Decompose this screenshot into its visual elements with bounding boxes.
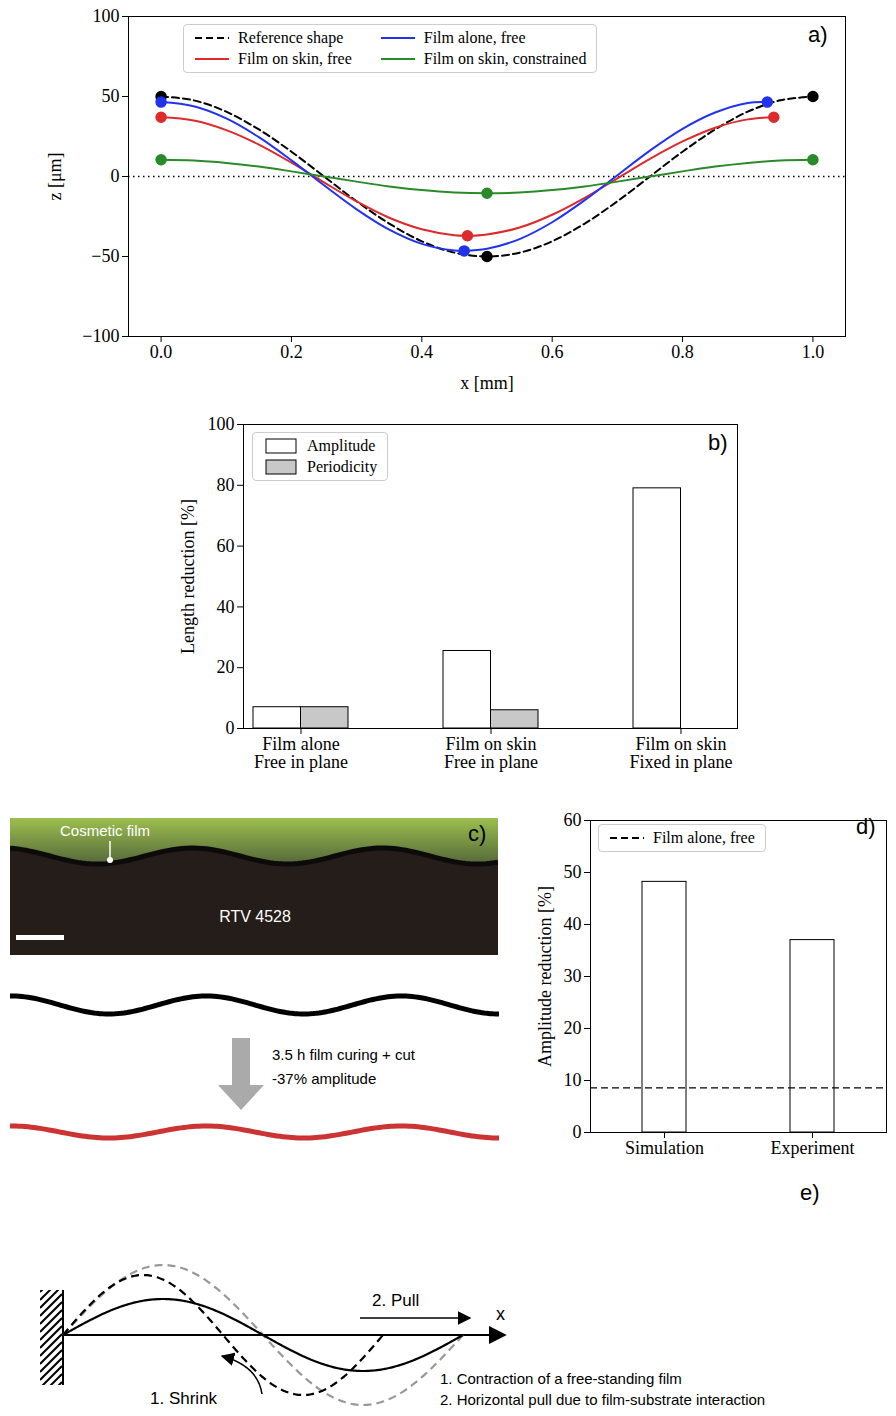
svg-text:1.0: 1.0 [802,342,825,362]
svg-text:0: 0 [111,166,120,186]
svg-text:0: 0 [226,718,235,738]
svg-text:0.4: 0.4 [411,342,434,362]
svg-text:40: 40 [564,914,582,934]
svg-text:x [mm]: x [mm] [460,373,514,393]
svg-text:40: 40 [217,597,235,617]
svg-text:Film on skinFixed in plane: Film on skinFixed in plane [630,734,733,772]
html-text:d): d) [856,814,876,839]
svg-text:2. Horizontal pull due to film: 2. Horizontal pull due to film-substrate… [440,1391,765,1408]
html-text:Amplitude: Amplitude [307,437,376,454]
svg-text:Cosmetic film: Cosmetic film [60,822,150,839]
svg-text:30: 30 [564,966,582,986]
svg-text:Film aloneFree in plane: Film aloneFree in plane [254,734,348,772]
svg-text:Film on skinFree in plane: Film on skinFree in plane [444,734,538,772]
html-text:Film on skin, free: Film on skin, free [238,50,352,67]
svg-text:3.5 h film curing + cut: 3.5 h film curing + cut [272,1046,416,1063]
svg-text:60: 60 [564,810,582,830]
svg-text:Length reduction [%]: Length reduction [%] [178,499,198,654]
svg-text:100: 100 [93,6,120,26]
html-text:Film alone, free: Film alone, free [653,829,755,846]
svg-text:100: 100 [208,414,235,434]
svg-text:1. Contraction of a free-stand: 1. Contraction of a free-standing film [440,1370,682,1387]
svg-text:1. Shrink: 1. Shrink [150,1389,218,1408]
svg-text:50: 50 [102,86,120,106]
svg-text:−100: −100 [82,326,119,346]
html-text:c): c) [468,821,487,846]
svg-text:50: 50 [564,862,582,882]
svg-text:Experiment: Experiment [771,1138,855,1158]
html-text:Periodicity: Periodicity [307,458,378,475]
svg-text:0: 0 [573,1122,582,1142]
svg-text:Simulation: Simulation [625,1138,704,1158]
svg-text:z [μm]: z [μm] [45,152,65,200]
svg-text:0.6: 0.6 [541,342,564,362]
svg-text:x: x [496,1304,505,1324]
svg-text:2. Pull: 2. Pull [372,1291,419,1310]
svg-text:10: 10 [564,1070,582,1090]
html-text:b): b) [708,430,728,455]
svg-text:0.2: 0.2 [280,342,303,362]
svg-text:20: 20 [564,1018,582,1038]
svg-text:-37% amplitude: -37% amplitude [272,1070,376,1087]
html-text:Reference shape: Reference shape [238,29,344,46]
html-text:a): a) [808,22,828,47]
html-text:e): e) [800,1180,820,1205]
svg-text:−50: −50 [91,246,119,266]
svg-text:60: 60 [217,536,235,556]
svg-text:0.0: 0.0 [150,342,173,362]
html-text:Film on skin, constrained: Film on skin, constrained [423,50,587,67]
svg-text:0.8: 0.8 [671,342,694,362]
svg-text:20: 20 [217,657,235,677]
svg-text:80: 80 [217,475,235,495]
svg-text:RTV 4528: RTV 4528 [219,908,291,925]
svg-text:Amplitude reduction [%]: Amplitude reduction [%] [535,886,555,1067]
html-text:Film alone, free: Film alone, free [423,29,526,46]
